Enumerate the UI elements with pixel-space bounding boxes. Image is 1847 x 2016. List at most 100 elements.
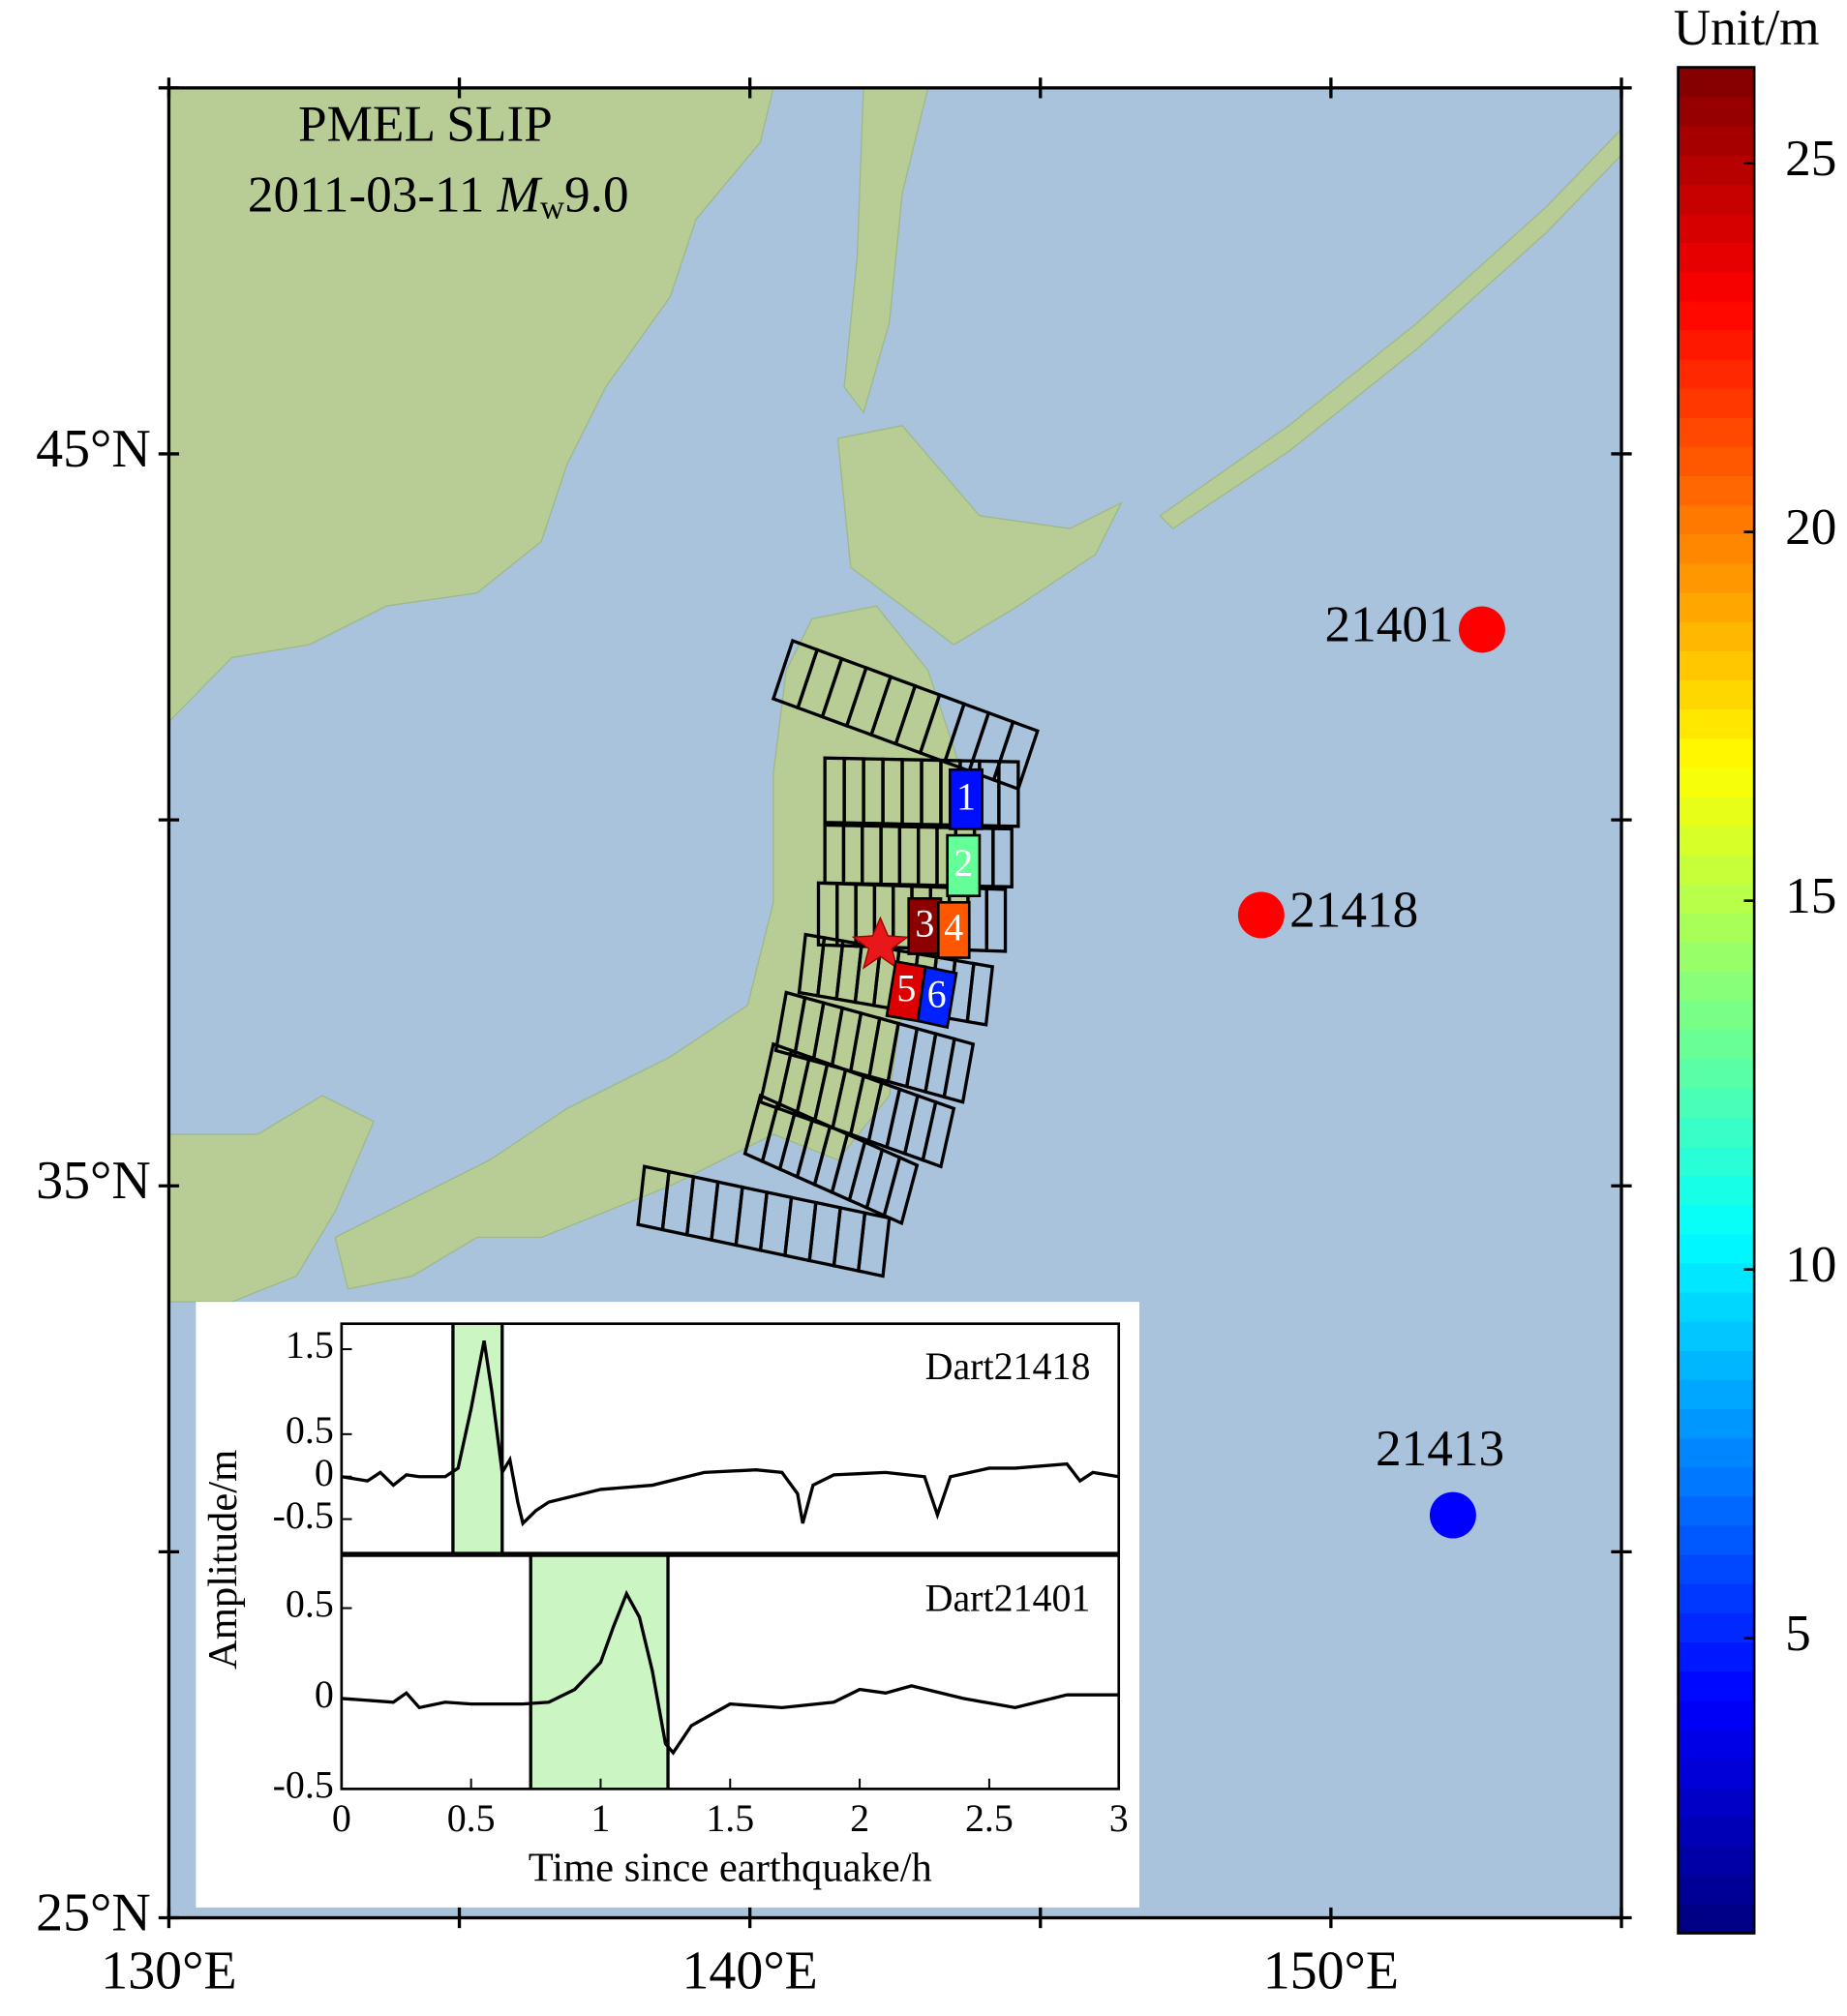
- x-tick-label: 1: [590, 1796, 610, 1840]
- fault-cell: [856, 1211, 892, 1279]
- colorbar-segment: [1678, 1291, 1755, 1322]
- station-label: 21413: [1376, 1420, 1504, 1477]
- y-tick-label: -0.5: [273, 1493, 334, 1537]
- x-tick-label: 130°E: [101, 1941, 236, 2001]
- station: [1237, 891, 1285, 939]
- colorbar-segment: [1678, 650, 1755, 680]
- colorbar-segment: [1678, 1466, 1755, 1497]
- y-tick-label: 35°N: [36, 1151, 151, 1211]
- x-tick-label: 2: [850, 1796, 869, 1840]
- colorbar-segment: [1678, 1000, 1755, 1031]
- colorbar-tick-label: 25: [1785, 130, 1836, 187]
- colorbar-segment: [1678, 1146, 1755, 1177]
- colorbar-segment: [1678, 1816, 1755, 1847]
- colorbar-segment: [1678, 591, 1755, 622]
- colorbar-tick-label: 10: [1785, 1236, 1836, 1293]
- colorbar-segment: [1678, 1029, 1755, 1060]
- y-tick-label: 0: [315, 1672, 334, 1716]
- colorbar-segment: [1678, 1495, 1755, 1526]
- subfault-label: 6: [927, 973, 947, 1016]
- colorbar-segment: [1678, 184, 1755, 214]
- colorbar-segment: [1678, 825, 1755, 856]
- colorbar-title: Unit/m: [1674, 0, 1820, 56]
- colorbar-segment: [1678, 1320, 1755, 1351]
- colorbar-segment: [1678, 358, 1755, 389]
- colorbar-segment: [1678, 1350, 1755, 1380]
- series-line: [341, 1339, 1119, 1527]
- x-axis-label: Time since earthquake/h: [529, 1845, 932, 1890]
- fault-cell: [882, 1155, 920, 1226]
- colorbar-segment: [1678, 1087, 1755, 1118]
- fault-cell: [965, 961, 995, 1027]
- y-tick-label: 0.5: [286, 1408, 334, 1452]
- colorbar-segment: [1678, 1787, 1755, 1818]
- colorbar-segment: [1678, 767, 1755, 797]
- land-korea: [167, 1095, 375, 1303]
- land: [167, 87, 1622, 1303]
- fault-cell: [921, 1099, 956, 1169]
- colorbar-segment: [1678, 1175, 1755, 1206]
- highlight-window: [530, 1555, 669, 1790]
- colorbar-segment: [1678, 562, 1755, 593]
- colorbar-segment: [1678, 708, 1755, 739]
- colorbar-segment: [1678, 737, 1755, 768]
- x-tick-label: 140°E: [681, 1941, 817, 2001]
- event-date: 2011-03-11: [248, 166, 485, 224]
- x-tick-label: 3: [1109, 1796, 1129, 1840]
- colorbar-segment: [1678, 67, 1755, 98]
- land-hokkaido: [836, 424, 1123, 646]
- colorbar-segment: [1678, 1670, 1755, 1701]
- colorbar-segment: [1678, 1583, 1755, 1613]
- colorbar-segment: [1678, 1437, 1755, 1468]
- y-tick-label: -0.5: [273, 1763, 334, 1807]
- x-tick-label: 0: [332, 1796, 351, 1840]
- colorbar-segment: [1678, 1262, 1755, 1293]
- colorbar-segment: [1678, 96, 1755, 127]
- colorbar-segment: [1678, 387, 1755, 418]
- subfault-label: 4: [944, 905, 963, 948]
- colorbar-segment: [1678, 1553, 1755, 1584]
- colorbar-segment: [1678, 971, 1755, 1002]
- colorbar-segment: [1678, 1758, 1755, 1789]
- subfault-label: 5: [896, 967, 916, 1010]
- subfault-label: 2: [954, 841, 973, 885]
- colorbar-segment: [1678, 1641, 1755, 1672]
- panel-frame: [340, 1554, 1121, 1790]
- colorbar-segment: [1678, 417, 1755, 447]
- colorbar-segment: [1678, 1729, 1755, 1760]
- colorbar-segment: [1678, 125, 1755, 156]
- colorbar-segment: [1678, 913, 1755, 944]
- subfault: [946, 833, 982, 897]
- colorbar-segment: [1678, 854, 1755, 885]
- x-tick-label: 0.5: [447, 1796, 496, 1840]
- colorbar-segment: [1678, 1379, 1755, 1410]
- colorbar-segment: [1678, 213, 1755, 244]
- map-title: PMEL SLIP: [298, 96, 553, 153]
- land-sakhalin: [843, 87, 929, 414]
- colorbar-segment: [1678, 329, 1755, 360]
- land-asia: [167, 87, 774, 724]
- colorbar-segment: [1678, 1233, 1755, 1264]
- fault-cell: [984, 887, 1008, 953]
- fault-cell: [997, 760, 1020, 828]
- magnitude-value: 9.0: [564, 166, 629, 224]
- colorbar-tick-label: 15: [1785, 867, 1836, 924]
- station: [1429, 1491, 1476, 1539]
- fault-cell: [942, 1037, 976, 1104]
- x-tick-label: 150°E: [1263, 1941, 1399, 2001]
- series-line: [341, 1589, 1119, 1756]
- station: [1458, 606, 1505, 653]
- y-tick-label: 25°N: [36, 1882, 151, 1942]
- y-tick-label: 0: [315, 1451, 334, 1494]
- magnitude-subscript: w: [540, 189, 564, 226]
- x-tick-label: 1.5: [706, 1796, 754, 1840]
- colorbar-segment: [1678, 1904, 1755, 1935]
- colorbar-segment: [1678, 1117, 1755, 1147]
- colorbar-frame: [1677, 66, 1756, 1935]
- colorbar-segment: [1678, 300, 1755, 331]
- colorbar-segment: [1678, 1408, 1755, 1439]
- colorbar-segment: [1678, 1204, 1755, 1235]
- colorbar-segment: [1678, 1846, 1755, 1877]
- colorbar-segment: [1678, 1700, 1755, 1730]
- magnitude-symbol: M: [497, 166, 543, 224]
